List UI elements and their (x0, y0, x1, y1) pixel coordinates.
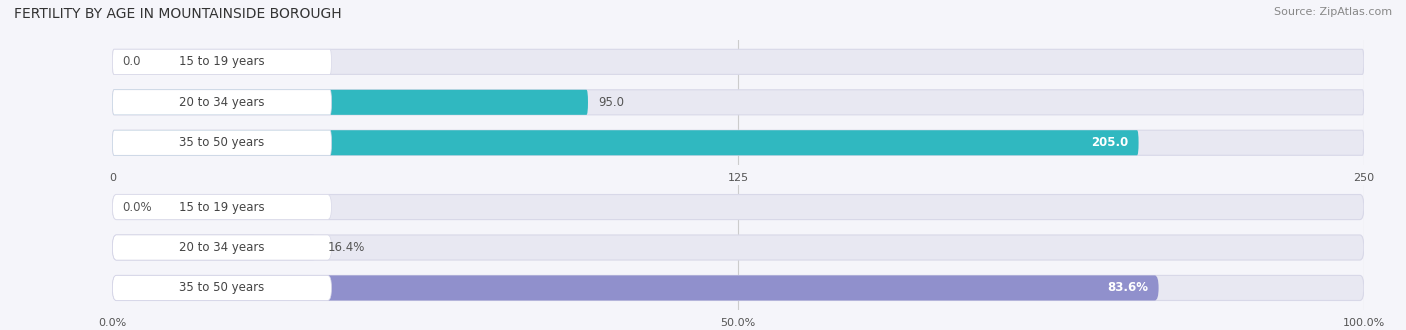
Text: 20 to 34 years: 20 to 34 years (179, 241, 264, 254)
FancyBboxPatch shape (112, 130, 332, 155)
FancyBboxPatch shape (112, 130, 1364, 155)
FancyBboxPatch shape (112, 276, 1364, 301)
FancyBboxPatch shape (112, 90, 588, 115)
Text: 205.0: 205.0 (1091, 136, 1129, 149)
Text: 95.0: 95.0 (598, 96, 624, 109)
Text: 35 to 50 years: 35 to 50 years (180, 136, 264, 149)
FancyBboxPatch shape (112, 235, 332, 260)
FancyBboxPatch shape (112, 90, 332, 115)
FancyBboxPatch shape (112, 235, 1364, 260)
FancyBboxPatch shape (112, 130, 1139, 155)
Text: 15 to 19 years: 15 to 19 years (179, 55, 264, 68)
FancyBboxPatch shape (112, 49, 332, 74)
Text: 15 to 19 years: 15 to 19 years (179, 201, 264, 214)
FancyBboxPatch shape (112, 194, 1364, 219)
Text: FERTILITY BY AGE IN MOUNTAINSIDE BOROUGH: FERTILITY BY AGE IN MOUNTAINSIDE BOROUGH (14, 7, 342, 20)
FancyBboxPatch shape (112, 276, 1159, 301)
FancyBboxPatch shape (112, 49, 1364, 74)
Text: 0.0: 0.0 (122, 55, 141, 68)
Text: 20 to 34 years: 20 to 34 years (179, 96, 264, 109)
FancyBboxPatch shape (112, 276, 332, 301)
FancyBboxPatch shape (112, 194, 332, 219)
FancyBboxPatch shape (112, 90, 1364, 115)
FancyBboxPatch shape (112, 235, 318, 260)
Text: 83.6%: 83.6% (1108, 281, 1149, 294)
Text: 35 to 50 years: 35 to 50 years (180, 281, 264, 294)
Text: 0.0%: 0.0% (122, 201, 152, 214)
Text: Source: ZipAtlas.com: Source: ZipAtlas.com (1274, 7, 1392, 16)
Text: 16.4%: 16.4% (328, 241, 366, 254)
